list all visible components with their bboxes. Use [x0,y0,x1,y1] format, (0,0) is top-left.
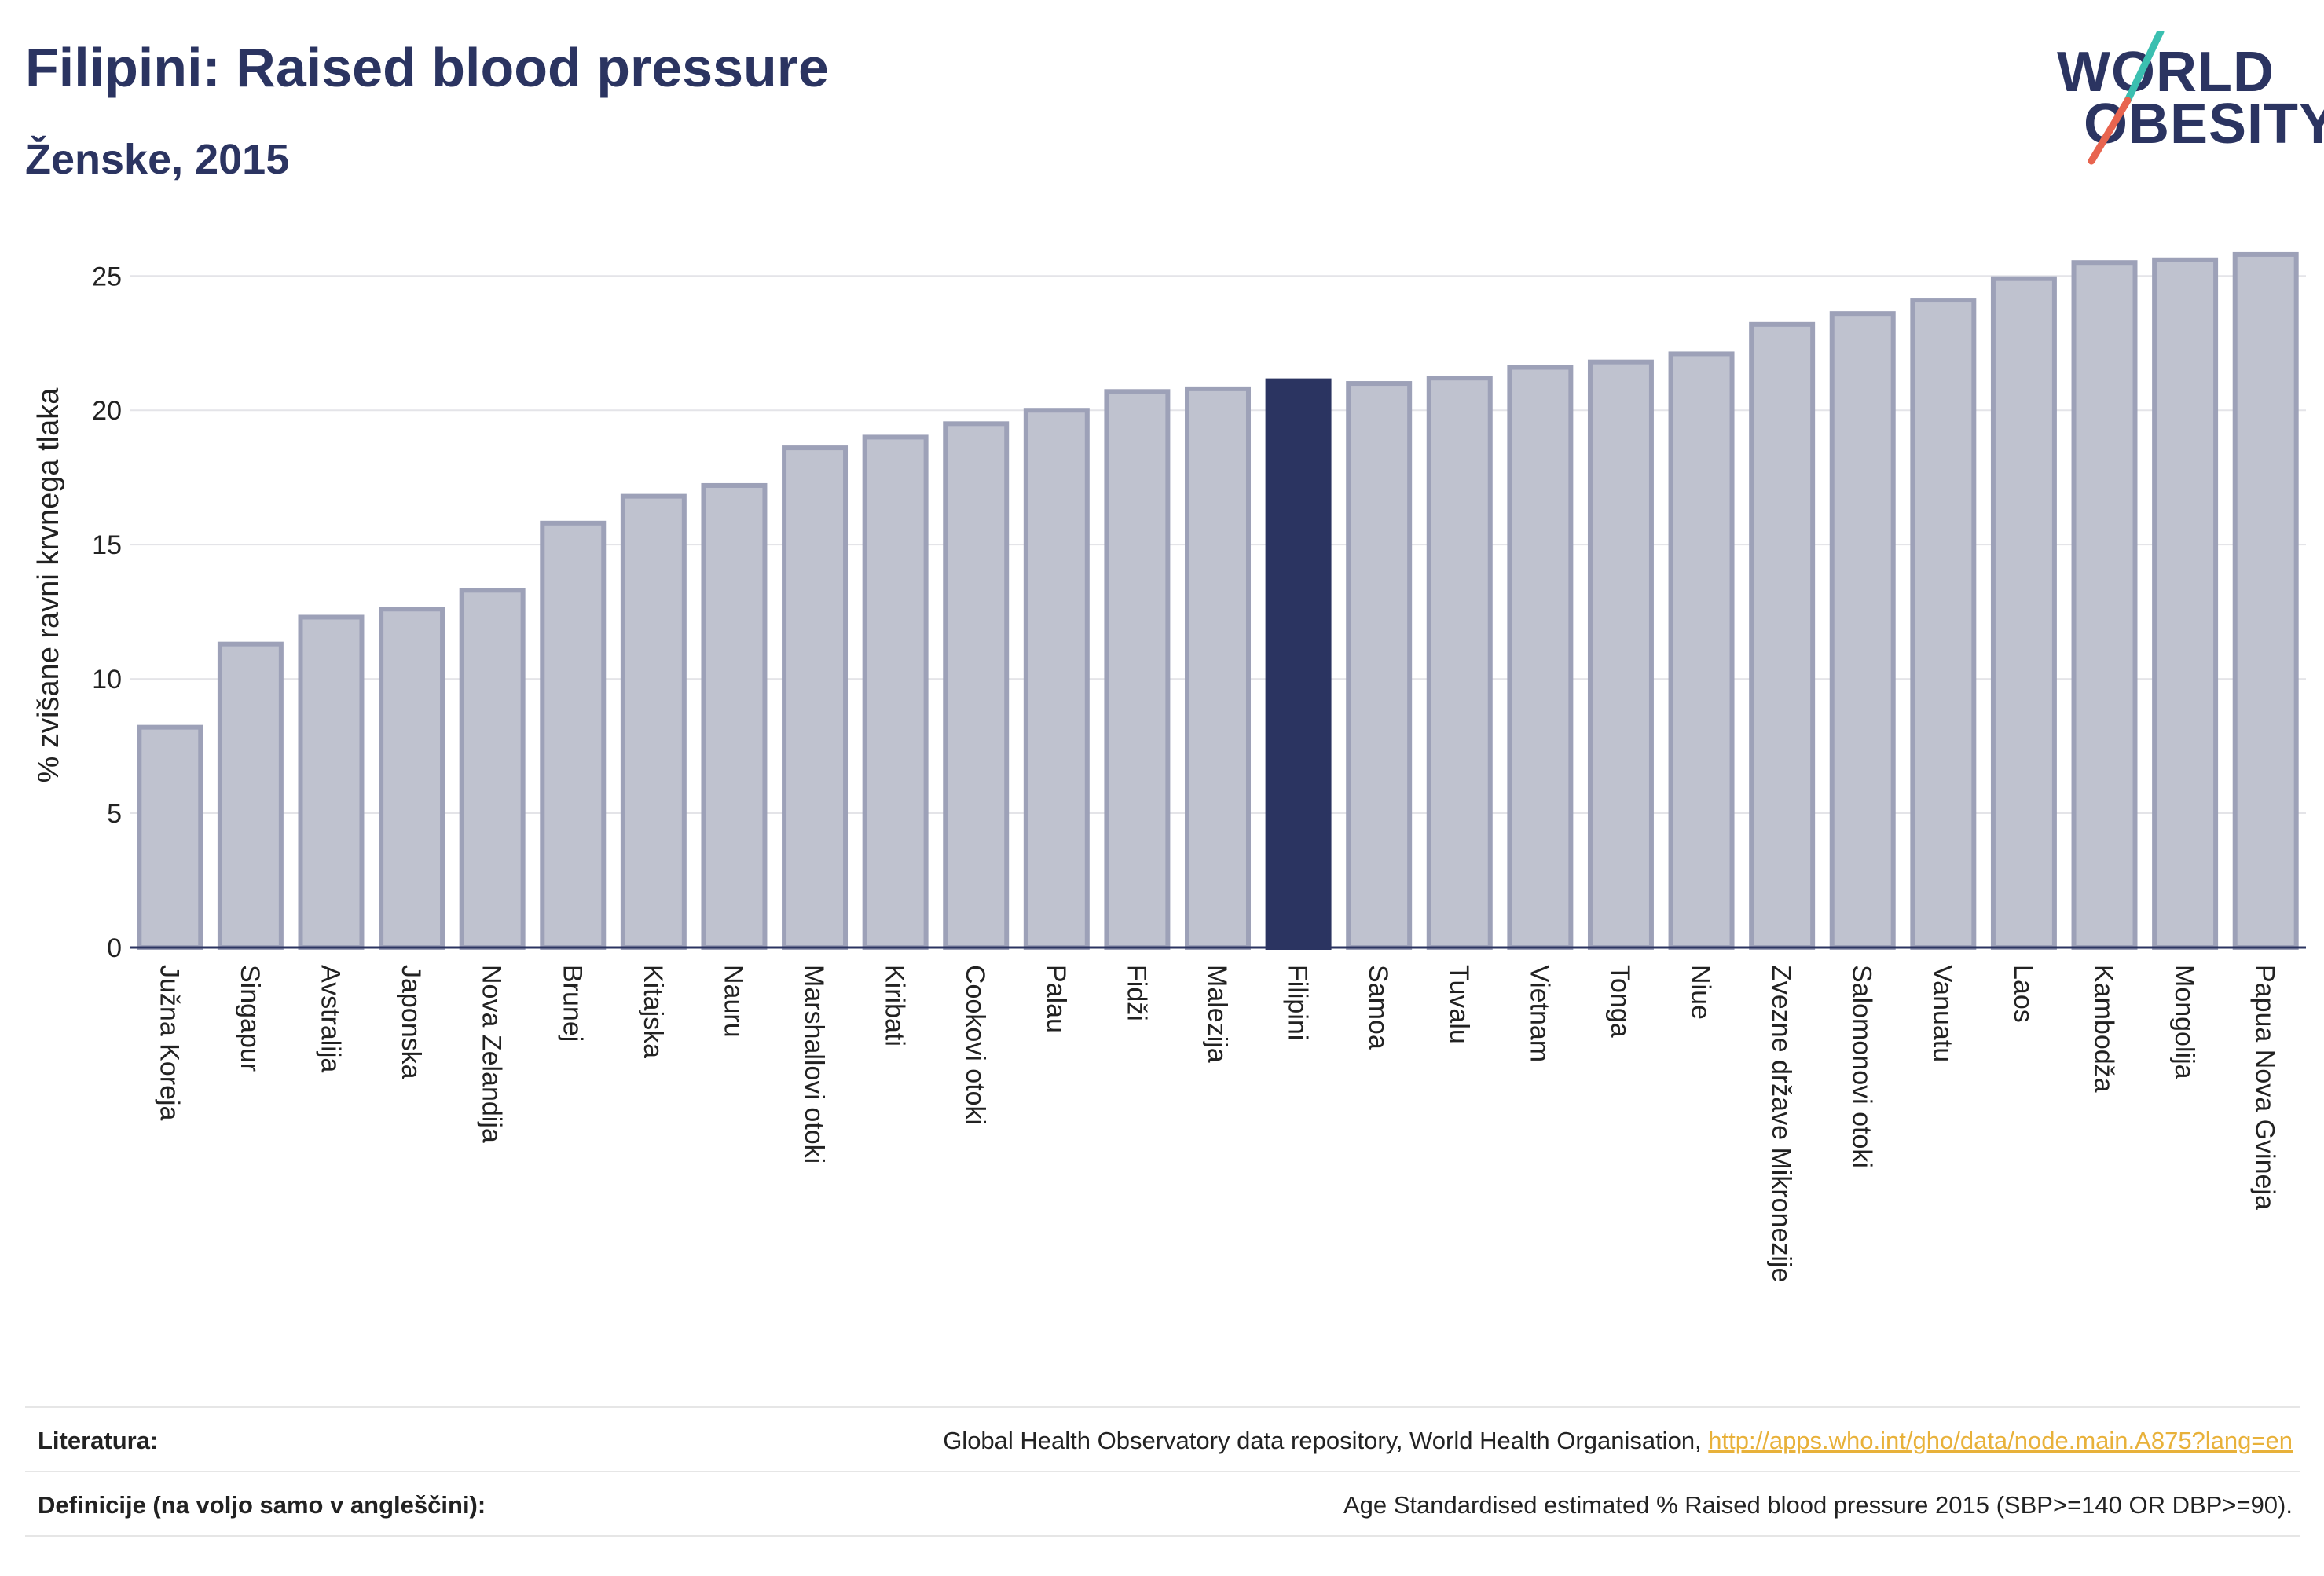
literature-text: Global Health Observatory data repositor… [943,1427,1709,1454]
bar [137,724,203,950]
x-tick-label: Vietnam [1524,965,1554,1062]
bar-highlight [1265,378,1332,950]
bar [1346,381,1413,951]
footer-literature-row: Literatura: Global Health Observatory da… [38,1427,2293,1474]
y-tick-label: 5 [107,799,122,829]
x-tick-label: Singapur [235,965,265,1072]
bar [943,421,1010,950]
footer-divider [25,1471,2300,1472]
bar [1185,386,1251,950]
y-tick-labels: 0 5 10 15 20 25 [92,262,122,963]
bar [1990,276,2057,950]
bar [620,493,687,950]
y-tick-label: 25 [92,262,122,291]
literature-source: Global Health Observatory data repositor… [943,1427,2293,1455]
y-tick-label: 15 [92,530,122,560]
bars [137,251,2299,951]
x-tick-label: Zvezne države Mikronezije [1766,965,1796,1282]
x-tick-label: Kiribati [880,965,910,1046]
bar [2232,251,2299,950]
bar [1749,321,1816,950]
bar [1507,365,1574,950]
bar [298,614,365,950]
x-tick-label: Tonga [1605,965,1635,1038]
x-tick-label: Salomonovi otoki [1847,965,1877,1168]
bar [2071,260,2138,951]
bar [379,607,445,950]
bar-chart: 0 5 10 15 20 25 Južna Koreja Singapur Avstralij… [32,251,2306,1282]
y-tick-label: 10 [92,665,122,695]
x-tick-label: Mongolija [2169,965,2199,1079]
bar [1910,298,1977,950]
definitions-text: Age Standardised estimated % Raised bloo… [1343,1491,2293,1519]
bar [701,482,768,950]
x-tick-label: Niue [1686,965,1716,1020]
bar [459,588,526,951]
x-tick-label: Palau [1041,965,1071,1033]
footer-definitions-row: Definicije (na voljo samo v angleščini):… [38,1491,2293,1538]
x-tick-label: Nauru [718,965,748,1038]
x-tick-label: Laos [2008,965,2038,1023]
x-tick-label: Cookovi otoki [960,965,990,1125]
x-tick-label: Filipini [1283,965,1313,1040]
bar [1104,389,1171,951]
bar [782,445,849,950]
x-tick-label: Kitajska [638,965,668,1058]
x-tick-label: Malezija [1202,965,1232,1063]
x-tick-labels: Južna Koreja Singapur Avstralija Japonska No… [154,965,2279,1282]
x-tick-label: Tuvalu [1444,965,1474,1044]
bar [217,641,284,950]
x-tick-label: Japonska [396,965,426,1079]
bar [1023,408,1090,950]
y-tick-label: 0 [107,933,122,963]
literature-link[interactable]: http://apps.who.int/gho/data/node.main.A… [1708,1427,2293,1454]
y-tick-label: 20 [92,396,122,426]
logo-word-world: WORLD [2057,41,2275,104]
x-tick-label: Avstralija [315,965,345,1072]
y-axis-title: % zvišane ravni krvnega tlaka [32,387,65,783]
definitions-label: Definicije (na voljo samo v angleščini): [38,1491,486,1519]
literature-label: Literatura: [38,1427,159,1454]
x-tick-label: Vanuatu [1927,965,1957,1062]
bar [1587,359,1654,951]
bar [1668,351,1735,950]
footer-divider [25,1535,2300,1537]
x-tick-label: Brunej [557,965,587,1042]
logo-slash-icon [2088,31,2165,165]
bar [1426,376,1493,950]
bar [540,520,607,950]
x-tick-label: Marshallovi otoki [799,965,829,1164]
x-tick-label: Samoa [1363,965,1393,1050]
x-tick-label: Kambodža [2089,965,2119,1093]
x-tick-label: Južna Koreja [154,965,184,1121]
chart-title: Filipini: Raised blood pressure [25,37,829,98]
chart-subtitle: Ženske, 2015 [25,136,290,183]
x-tick-label: Papua Nova Gvineja [2250,965,2280,1210]
bar [1829,311,1896,950]
bar [862,434,929,950]
footer-divider [25,1406,2300,1408]
x-tick-label: Fidži [1121,965,1151,1021]
bar [2152,257,2219,950]
x-tick-label: Nova Zelandija [477,965,507,1143]
world-obesity-logo: WORLD OBESITY [2043,31,2324,173]
